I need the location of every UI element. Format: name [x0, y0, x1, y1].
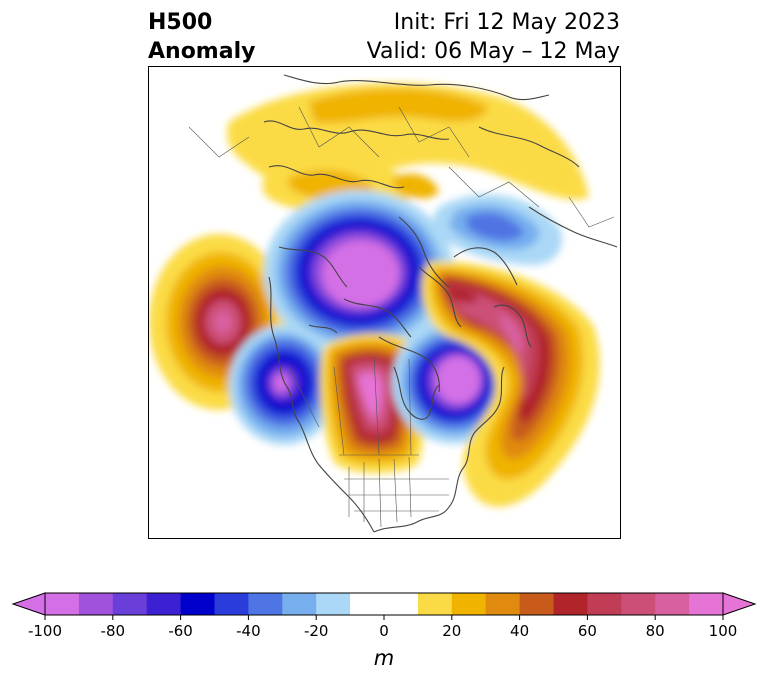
colorbar-tick-label: 20 [442, 622, 461, 638]
colorbar-cell [655, 593, 690, 615]
coastlines [263, 74, 618, 533]
init-time: Init: Fri 12 May 2023 [393, 10, 620, 35]
colorbar-cell [180, 593, 215, 615]
colorbar-cell [45, 593, 80, 615]
colorbar-tick-label: -20 [304, 622, 329, 638]
colorbar-unit: m [373, 646, 395, 670]
colorbar-cell [248, 593, 283, 615]
colorbar: -100 -80 -60 -40 -20 0 20 40 60 80 100 [10, 590, 758, 642]
colorbar-tick-label: 100 [709, 622, 738, 638]
alaska-ridge-l7 [214, 311, 232, 333]
colorbar-cell [316, 593, 351, 615]
goa-trough-l8 [275, 375, 287, 391]
colorbar-tick-label: -100 [28, 622, 62, 638]
colorbar-tick-label: 80 [646, 622, 665, 638]
colorbar-cell [621, 593, 656, 615]
colorbar-tick-label: -60 [168, 622, 193, 638]
colorbar-cell [146, 593, 182, 615]
borders [188, 106, 615, 528]
colorbar-cell [519, 593, 554, 615]
colorbar-tick-label: -40 [236, 622, 261, 638]
colorbar-cells [45, 593, 724, 615]
colorbar-svg: -100 -80 -60 -40 -20 0 20 40 60 80 100 [11, 592, 757, 640]
anomaly-contours [149, 83, 600, 507]
colorbar-ticks: -100 -80 -60 -40 -20 0 20 40 60 80 100 [28, 615, 738, 640]
colorbar-tick-label: 40 [510, 622, 529, 638]
atlantic-ridge-core [449, 288, 479, 303]
title-right: Init: Fri 12 May 2023 Valid: 06 May – 12… [367, 8, 620, 66]
colorbar-cell [587, 593, 622, 615]
colorbar-tick-label: 0 [379, 622, 389, 638]
colorbar-tick-label: 60 [578, 622, 597, 638]
colorbar-cell [350, 593, 385, 615]
colorbar-cell [282, 593, 317, 615]
arctic-canada-trough-l9 [323, 241, 399, 307]
field-name: H500 [148, 10, 213, 35]
colorbar-cell [384, 593, 419, 615]
colorbar-cell [78, 593, 114, 615]
colorbar-cell [451, 593, 487, 615]
kara-ridge [393, 173, 439, 199]
atlantic-ridge-l8 [499, 312, 523, 353]
field-type: Anomaly [148, 39, 256, 64]
valid-period: Valid: 06 May – 12 May [366, 39, 620, 64]
scandinavia-trough-inner [465, 212, 524, 241]
colorbar-extend-high [722, 592, 757, 616]
colorbar-cell [214, 593, 249, 615]
atlantic-ridge-l7 [453, 289, 529, 379]
colorbar-extend-low [11, 592, 46, 616]
hudson-trough-l9 [436, 357, 480, 403]
colorbar-cell [553, 593, 588, 615]
colorbar-tick-label: -80 [101, 622, 126, 638]
colorbar-cell [112, 593, 148, 615]
title-left: H500 Anomaly [148, 8, 255, 66]
map-svg [149, 74, 618, 533]
siberian-ridge-inner [309, 88, 489, 124]
colorbar-cell [485, 593, 521, 615]
colorbar-cell [417, 593, 453, 615]
colorbar-cell [689, 593, 724, 615]
anomaly-map [148, 66, 621, 539]
